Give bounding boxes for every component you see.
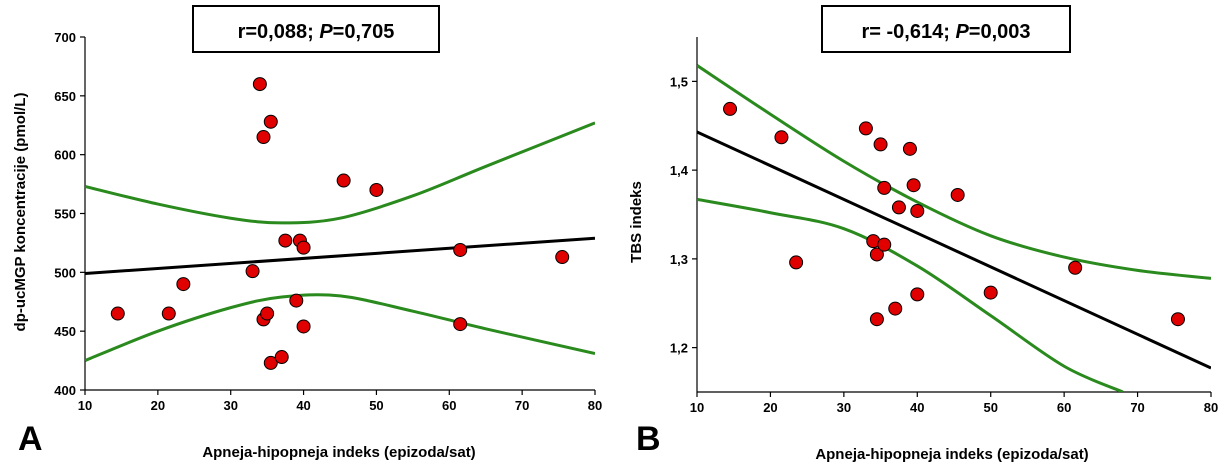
y-tick-label-b: 1,4 — [670, 163, 689, 178]
y-tick-label-a: 600 — [54, 148, 76, 163]
data-point-b — [910, 203, 925, 218]
annotation-p-b: =0,003 — [969, 21, 1031, 43]
x-tick-label-b: 10 — [690, 400, 704, 415]
annotation-text-a: r=0,088; P=0,705 — [238, 21, 395, 43]
y-tick-label-a: 650 — [54, 89, 76, 104]
x-tick-label-b: 20 — [763, 400, 777, 415]
data-point-b — [1170, 312, 1185, 327]
x-tick-label-b: 50 — [983, 400, 997, 415]
data-point-b — [983, 285, 998, 300]
data-point-a — [110, 306, 125, 321]
data-point-b — [869, 312, 884, 327]
annotation-r-b: r= -0,614; — [861, 21, 955, 43]
x-tick-label-a: 50 — [369, 398, 383, 413]
ci-upper-curve-a — [85, 121, 595, 225]
y-tick-label-a: 500 — [54, 265, 76, 280]
y-tick-label-a: 550 — [54, 207, 76, 222]
y-axis-label-b: TBS indeks — [628, 181, 645, 263]
panel-b: r= -0,614; P=0,003 TBS indeks Apneja-hip… — [628, 5, 1218, 463]
data-point-a — [161, 306, 176, 321]
annotation-text-b: r= -0,614; P=0,003 — [861, 21, 1030, 43]
data-point-b — [950, 187, 965, 202]
y-tick-label-b: 1,2 — [670, 341, 688, 356]
data-point-b — [902, 141, 917, 156]
x-tick-label-a: 70 — [515, 398, 529, 413]
plot-lines-a — [85, 121, 595, 362]
x-tick-label-b: 80 — [1204, 400, 1218, 415]
data-point-a — [555, 250, 570, 265]
y-tick-label-a: 450 — [54, 324, 76, 339]
plot-area-b: 10 20 30 40 50 60 70 80 1,2 1,3 1,4 1,5 — [670, 37, 1218, 415]
data-point-a — [256, 130, 271, 145]
data-point-a — [176, 277, 191, 292]
x-axis-label-b: Apneja-hipopneja indeks (epizoda/sat) — [815, 446, 1088, 463]
data-point-a — [369, 182, 384, 197]
annotation-r-a: r=0,088; — [238, 21, 320, 43]
x-tick-label-b: 30 — [837, 400, 851, 415]
y-tick-label-b: 1,5 — [670, 74, 688, 89]
y-axis-label-a: dp-ucMGP koncentracije (pmol/L) — [12, 93, 29, 332]
y-tick-label-b: 1,3 — [670, 252, 688, 267]
y-tick-label-a: 400 — [54, 383, 76, 398]
annotation-p-a: =0,705 — [333, 21, 395, 43]
data-point-a — [453, 242, 468, 257]
ci-upper-curve-b — [697, 64, 1211, 280]
data-point-a — [278, 233, 293, 248]
data-point-b — [873, 137, 888, 152]
data-point-b — [1068, 260, 1083, 275]
data-point-a — [245, 264, 260, 279]
data-point-b — [906, 178, 921, 193]
panel-a: r=0,088; P=0,705 dp-ucMGP koncentracije … — [12, 5, 602, 461]
data-point-a — [260, 306, 275, 321]
data-point-a — [453, 317, 468, 332]
panel-letter-a: A — [18, 420, 43, 458]
annotation-p-symbol-a: P — [319, 21, 333, 43]
regression-line-b — [697, 130, 1211, 370]
x-tick-label-a: 20 — [151, 398, 165, 413]
y-tick-label-a: 700 — [54, 30, 76, 45]
x-tick-label-b: 70 — [1130, 400, 1144, 415]
data-point-b — [789, 255, 804, 270]
data-point-a — [296, 319, 311, 334]
plot-area-a: 10 20 30 40 50 60 70 80 400 450 500 550 600 650 700 — [54, 30, 602, 413]
x-axis-label-a: Apneja-hipopneja indeks (epizoda/sat) — [202, 444, 475, 461]
data-point-b — [774, 130, 789, 145]
plot-lines-b — [697, 64, 1211, 392]
data-point-b — [877, 237, 892, 252]
data-point-a — [336, 173, 351, 188]
data-point-a — [296, 240, 311, 255]
regression-line-a — [85, 236, 595, 276]
annotation-box-b — [821, 5, 1071, 53]
x-tick-label-a: 80 — [588, 398, 602, 413]
x-tick-label-a: 10 — [78, 398, 92, 413]
data-point-b — [888, 301, 903, 316]
x-tick-label-a: 60 — [442, 398, 456, 413]
x-tick-label-a: 40 — [296, 398, 310, 413]
x-tick-label-a: 30 — [223, 398, 237, 413]
annotation-box-a — [192, 5, 440, 53]
x-tick-label-b: 40 — [910, 400, 924, 415]
data-point-b — [858, 121, 873, 136]
data-point-a — [263, 355, 278, 370]
annotation-p-symbol-b: P — [955, 21, 969, 43]
ci-lower-curve-b — [697, 197, 1124, 392]
data-point-b — [891, 200, 906, 215]
data-point-b — [910, 287, 925, 302]
data-point-a — [274, 350, 289, 365]
data-point-a — [252, 77, 267, 92]
data-point-b — [723, 101, 738, 116]
data-point-b — [877, 180, 892, 195]
panel-letter-b: B — [636, 420, 661, 458]
data-point-a — [289, 293, 304, 308]
data-point-a — [263, 114, 278, 129]
ci-lower-curve-a — [85, 293, 595, 362]
x-tick-label-b: 60 — [1057, 400, 1071, 415]
data-point-b — [869, 247, 884, 262]
